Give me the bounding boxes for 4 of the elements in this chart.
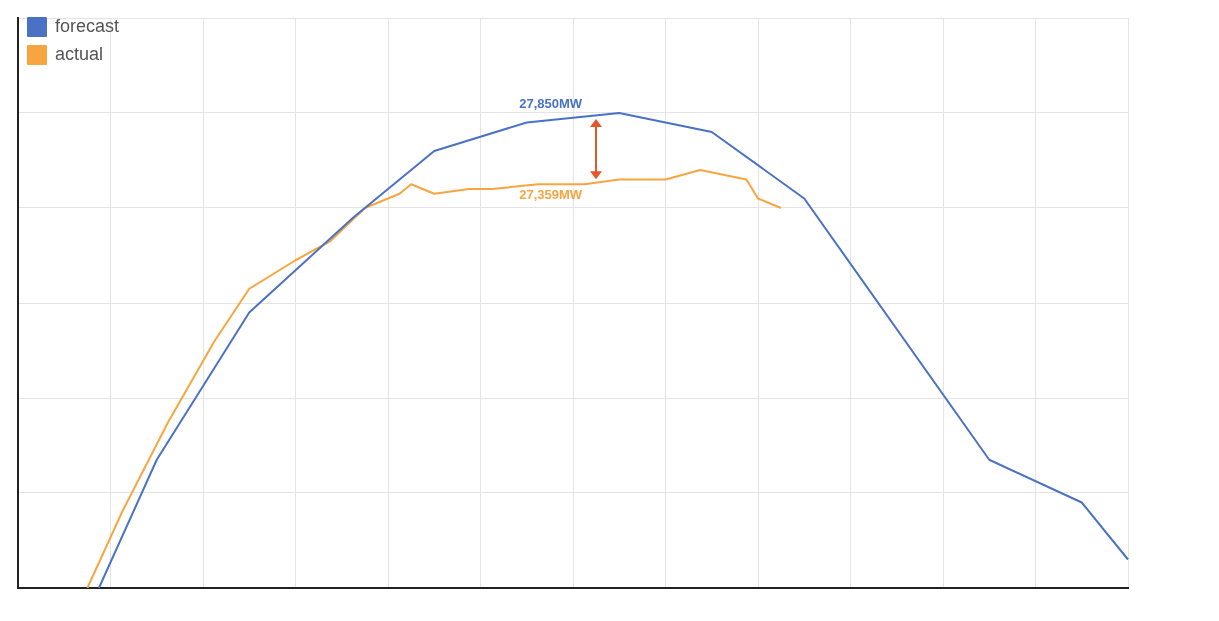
legend-label: forecast [55,15,120,36]
legend-label: actual [55,43,104,64]
annotation: 27,359MW [519,186,583,202]
text: 27,850MW [519,96,583,112]
